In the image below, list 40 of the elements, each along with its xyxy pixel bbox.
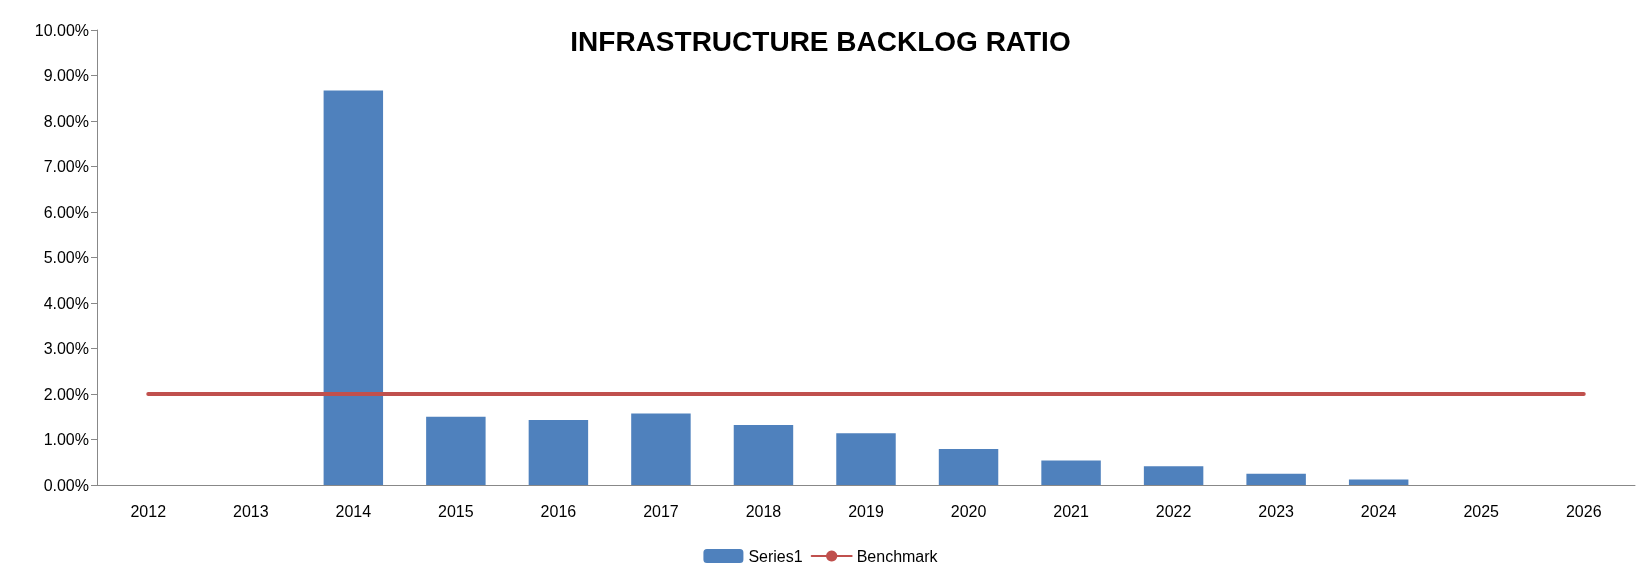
- bar: [1143, 466, 1204, 485]
- legend-label: Benchmark: [856, 547, 939, 565]
- y-tick-label: 3.00%: [43, 340, 89, 357]
- x-tick-label: 2018: [745, 502, 782, 520]
- x-tick-label: 2026: [1565, 502, 1602, 520]
- bar: [938, 449, 999, 485]
- x-tick-label: 2012: [130, 502, 167, 520]
- bar: [1348, 479, 1409, 485]
- x-tick-label: 2024: [1360, 502, 1397, 520]
- bar: [426, 416, 486, 485]
- bar: [631, 413, 691, 485]
- y-tick-label: 4.00%: [43, 294, 89, 312]
- x-tick-label: 2019: [848, 502, 884, 520]
- x-tick-label: 2017: [643, 502, 679, 520]
- x-tick-label: 2023: [1258, 502, 1295, 520]
- y-tick-label: 7.00%: [43, 158, 89, 175]
- bar: [733, 424, 794, 485]
- x-tick-label: 2014: [335, 502, 372, 520]
- x-tick-label: 2022: [1155, 502, 1192, 520]
- y-tick-label: 2.00%: [43, 385, 89, 403]
- x-tick-label: 2015: [438, 502, 474, 520]
- y-tick-label: 5.00%: [43, 249, 89, 266]
- bar: [528, 419, 589, 485]
- x-tick-label: 2020: [950, 502, 987, 520]
- bar: [836, 433, 896, 485]
- chart-title: INFRASTRUCTURE BACKLOG RATIO: [570, 25, 1071, 57]
- x-tick-label: 2025: [1463, 502, 1500, 520]
- y-tick-label: 10.00%: [34, 21, 89, 39]
- y-tick-label: 1.00%: [43, 431, 89, 448]
- bar: [1246, 473, 1306, 485]
- y-tick-label: 0.00%: [43, 476, 89, 494]
- bar: [1041, 460, 1101, 485]
- y-tick-label: 9.00%: [43, 67, 89, 84]
- legend-label: Series1: [748, 547, 803, 565]
- y-tick-label: 8.00%: [43, 112, 89, 130]
- bar: [323, 90, 384, 485]
- x-tick-label: 2013: [233, 502, 269, 520]
- y-tick-label: 6.00%: [43, 203, 89, 221]
- x-tick-label: 2016: [540, 502, 577, 520]
- x-tick-label: 2021: [1053, 502, 1089, 520]
